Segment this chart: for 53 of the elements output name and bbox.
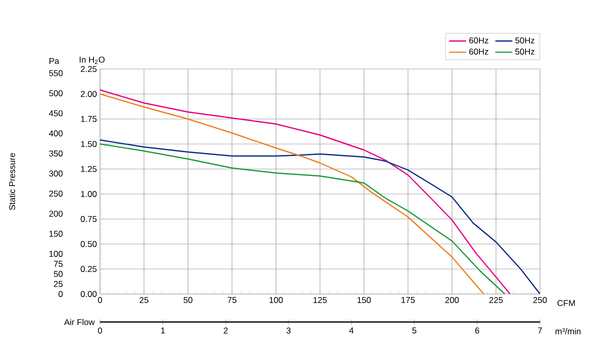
x2-tick-label: 7	[538, 328, 542, 334]
x2-tick-label: 4	[349, 328, 354, 334]
y-tick-label: 1.50	[81, 140, 97, 148]
x2-tick-label: 3	[286, 328, 291, 334]
y2-tick-label: 300	[49, 170, 63, 177]
x-tick-label: 200	[445, 297, 459, 304]
y2-tick-label: 200	[49, 210, 63, 217]
x-tick-label: 50	[184, 297, 192, 304]
y2-tick-label: 550	[49, 70, 63, 76]
x-tick-label: 250	[533, 297, 547, 304]
x-tick-label: 225	[489, 297, 503, 304]
legend-label: 60Hz	[469, 48, 488, 55]
y-tick-label: 2.00	[80, 90, 97, 97]
y-axis-title: In H$_{2}$O	[80, 56, 105, 64]
y2-tick-label: 150	[49, 230, 63, 237]
x2-tick-label: 5	[412, 328, 416, 334]
text: Air Flow	[64, 318, 95, 326]
y-tick-label: 0.50	[80, 240, 97, 248]
y2-tick-label: 400	[48, 130, 63, 136]
y2-tick-label: 500	[49, 90, 63, 96]
y2-tick-label: 25	[54, 280, 63, 287]
y-tick-label: 2.25	[80, 66, 97, 72]
x-tick-label: 100	[270, 297, 283, 304]
y2-tick-label: 350	[49, 150, 63, 156]
x2-axis-title: m³/min	[556, 328, 580, 334]
x-tick-label: 125	[314, 297, 327, 304]
y2-axis-title: Pa	[49, 58, 60, 64]
y2-tick-label: 75	[54, 260, 63, 267]
legend-label: 60Hz	[469, 37, 488, 44]
x-axis-title: CFM	[557, 300, 575, 306]
x2-tick-label: 6	[475, 328, 480, 334]
x2-tick-label: 0	[98, 328, 102, 334]
y-tick-label: 1.25	[81, 166, 97, 172]
y2-tick-label: 100	[49, 250, 63, 257]
x-tick-label: 0	[98, 297, 102, 304]
text: Static Pressure	[8, 153, 16, 210]
x2-tick-label: 2	[224, 328, 228, 334]
x-tick-label: 175	[402, 297, 415, 303]
y-tick-label: 1.75	[81, 116, 97, 122]
x-tick-label: 150	[358, 297, 371, 304]
x-tick-label: 75	[228, 297, 236, 303]
y2-tick-label: 0	[58, 290, 63, 298]
y2-tick-label: 50	[54, 270, 63, 277]
y-tick-label: 1.00	[81, 190, 97, 197]
y2-tick-label: 450	[48, 110, 63, 116]
legend-label: 50Hz	[515, 48, 534, 55]
x2-tick-label: 1	[161, 328, 165, 334]
x-tick-label: 25	[140, 297, 148, 304]
y-tick-label: 0.75	[80, 216, 97, 222]
y2-tick-label: 250	[49, 190, 63, 197]
y-tick-label: 0.25	[80, 266, 97, 272]
y-tick-label: 0.00	[80, 290, 97, 298]
legend-label: 50Hz	[515, 37, 534, 44]
